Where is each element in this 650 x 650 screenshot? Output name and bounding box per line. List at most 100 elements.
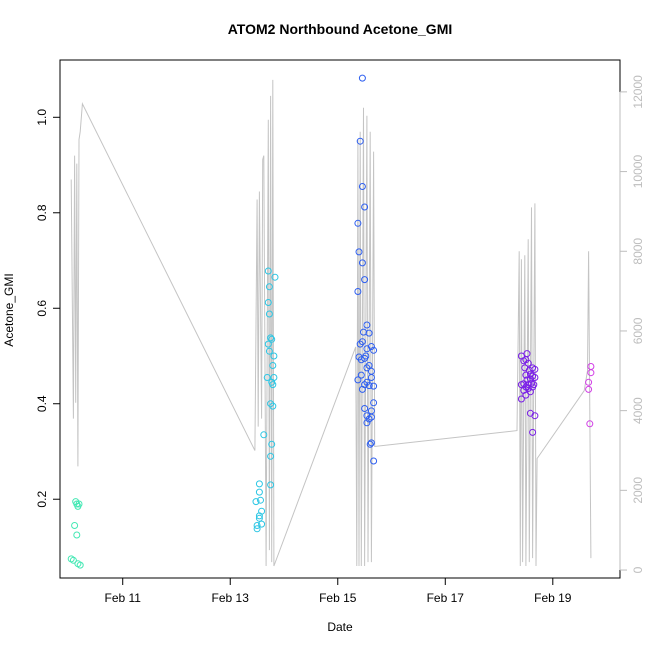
y-axis: 0.2 0.4 0.6 0.8 1.0 — [35, 109, 61, 508]
altitude-line-layer — [70, 79, 592, 567]
data-point — [358, 385, 366, 393]
data-point — [370, 382, 378, 390]
data-point — [363, 419, 371, 427]
data-point — [264, 267, 272, 275]
data-point — [529, 428, 537, 436]
y2-tick-label: 10000 — [631, 155, 645, 189]
data-point — [73, 531, 81, 539]
y2-tick-label: 0 — [631, 566, 645, 573]
y-tick-label: 0.8 — [35, 204, 49, 221]
data-point — [255, 480, 263, 488]
data-point — [356, 340, 364, 348]
data-point — [366, 440, 374, 448]
y-tick-label: 0.4 — [35, 395, 49, 412]
data-point — [370, 457, 378, 465]
data-point — [260, 431, 268, 439]
data-point — [265, 283, 273, 291]
x-axis: Feb 11 Feb 13 Feb 15 Feb 17 Feb 19 — [104, 577, 572, 605]
data-point — [363, 364, 371, 372]
data-point — [264, 299, 272, 306]
data-point — [526, 388, 534, 396]
data-point — [363, 321, 371, 329]
points-layer — [67, 74, 595, 569]
data-point — [522, 391, 530, 399]
data-point — [258, 507, 266, 515]
data-point — [517, 395, 525, 403]
y2-tick-label: 2000 — [631, 477, 645, 504]
x-tick-label: Feb 13 — [212, 591, 250, 605]
data-point — [365, 362, 373, 369]
y2-tick-label: 12000 — [631, 75, 645, 109]
data-point — [354, 288, 362, 295]
x-tick-label: Feb 15 — [319, 591, 357, 605]
x-tick-label: Feb 11 — [104, 591, 141, 605]
data-point — [252, 498, 260, 506]
data-point — [253, 525, 261, 533]
data-point — [365, 415, 373, 423]
data-point — [522, 371, 530, 379]
data-point — [267, 334, 275, 342]
data-point — [531, 374, 539, 381]
data-point — [586, 420, 594, 428]
data-point — [265, 310, 273, 318]
data-point — [267, 400, 275, 408]
data-point — [367, 374, 375, 381]
data-point — [367, 439, 375, 447]
data-point — [263, 374, 271, 381]
data-point — [354, 219, 362, 227]
data-point — [365, 382, 373, 390]
data-point — [71, 522, 79, 529]
data-point — [531, 365, 539, 373]
data-point — [370, 399, 378, 407]
data-point — [269, 362, 277, 369]
x-axis-label: Date — [327, 620, 353, 634]
data-point — [265, 347, 273, 355]
data-point — [269, 402, 277, 410]
y2-tick-label: 8000 — [631, 238, 645, 265]
data-point — [271, 273, 279, 281]
data-point — [361, 203, 369, 211]
data-point — [75, 500, 83, 508]
altitude-line — [70, 79, 592, 567]
y2-tick-label: 6000 — [631, 317, 645, 344]
data-point — [523, 350, 531, 358]
chart-title: ATOM2 Northbound Acetone_GMI — [228, 21, 453, 37]
data-point — [257, 496, 264, 504]
data-point — [268, 440, 276, 448]
data-point — [357, 371, 365, 379]
data-point — [268, 335, 276, 343]
data-point — [361, 405, 369, 412]
data-point — [356, 137, 364, 145]
data-point — [365, 329, 373, 337]
data-point — [587, 363, 595, 370]
data-point — [361, 354, 369, 362]
data-point — [358, 74, 366, 82]
data-point — [354, 376, 362, 384]
data-point — [526, 370, 534, 378]
y2-tick-label: 4000 — [631, 397, 645, 424]
data-point — [367, 413, 375, 421]
data-point — [69, 556, 77, 564]
x-tick-label: Feb 19 — [534, 591, 572, 605]
data-point — [355, 248, 363, 256]
data-point — [524, 359, 532, 367]
data-point — [269, 381, 277, 389]
y-tick-label: 0.2 — [35, 491, 49, 508]
y-tick-label: 1.0 — [35, 109, 49, 126]
data-point — [267, 481, 275, 489]
data-point — [358, 338, 366, 346]
data-point — [585, 378, 593, 386]
data-point — [267, 452, 275, 460]
data-point — [258, 520, 266, 528]
data-point — [253, 522, 261, 529]
data-point — [255, 488, 263, 496]
data-point — [76, 561, 84, 569]
data-point — [255, 514, 263, 522]
y-tick-label: 0.6 — [35, 300, 49, 317]
y-axis-label: Acetone_GMI — [2, 273, 16, 346]
data-point — [370, 346, 378, 354]
data-point — [531, 412, 539, 420]
data-point — [361, 276, 369, 284]
x-tick-label: Feb 17 — [427, 591, 465, 605]
